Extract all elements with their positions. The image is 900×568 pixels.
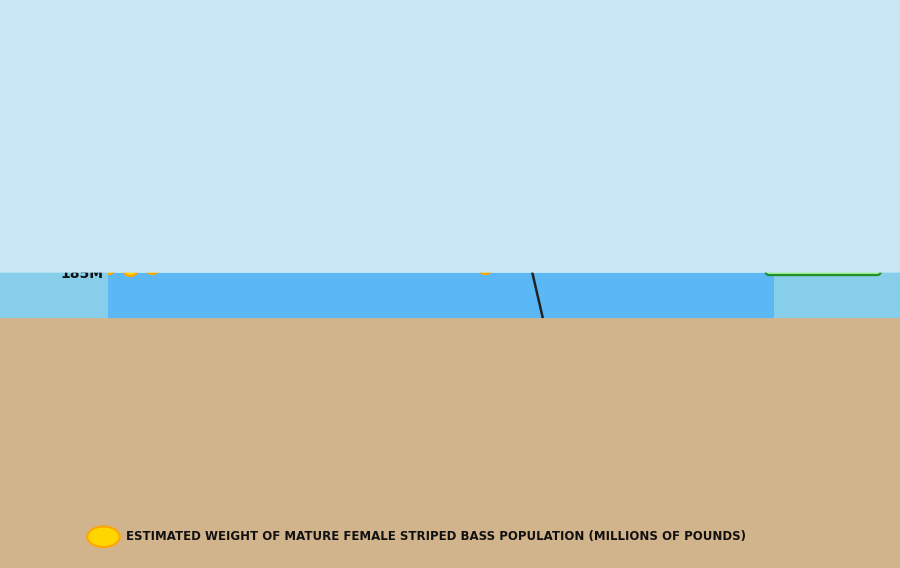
Point	[678, 390, 692, 399]
Point	[656, 374, 670, 383]
Point	[478, 261, 492, 270]
Text: ESTIMATED WEIGHT OF MATURE FEMALE STRIPED BASS POPULATION (MILLIONS OF POUNDS): ESTIMATED WEIGHT OF MATURE FEMALE STRIPE…	[126, 531, 746, 543]
Point	[345, 192, 359, 201]
Point	[167, 216, 182, 225]
Point	[544, 353, 559, 362]
Point	[278, 151, 293, 160]
Point	[700, 364, 715, 373]
Point	[411, 165, 426, 174]
Point	[723, 353, 737, 362]
Point	[590, 379, 604, 389]
Point	[523, 257, 537, 266]
Point	[78, 247, 93, 256]
Point	[500, 227, 515, 236]
Point	[390, 161, 404, 170]
Point	[34, 196, 49, 205]
Point	[212, 172, 226, 181]
Point	[323, 180, 338, 189]
Text: 235M TARGET: 235M TARGET	[770, 165, 850, 175]
Point	[611, 384, 625, 393]
Point	[57, 223, 71, 232]
Point	[234, 139, 248, 148]
Point	[634, 364, 648, 373]
Point	[434, 206, 448, 215]
Text: 188M THRESHOLD: 188M THRESHOLD	[770, 261, 877, 271]
Point	[123, 264, 138, 273]
Point	[367, 161, 382, 170]
Point	[301, 160, 315, 169]
Point	[190, 192, 204, 201]
Point	[101, 261, 115, 270]
Point	[456, 237, 471, 246]
Point	[145, 261, 159, 270]
Point	[567, 379, 581, 389]
Point	[256, 131, 271, 140]
